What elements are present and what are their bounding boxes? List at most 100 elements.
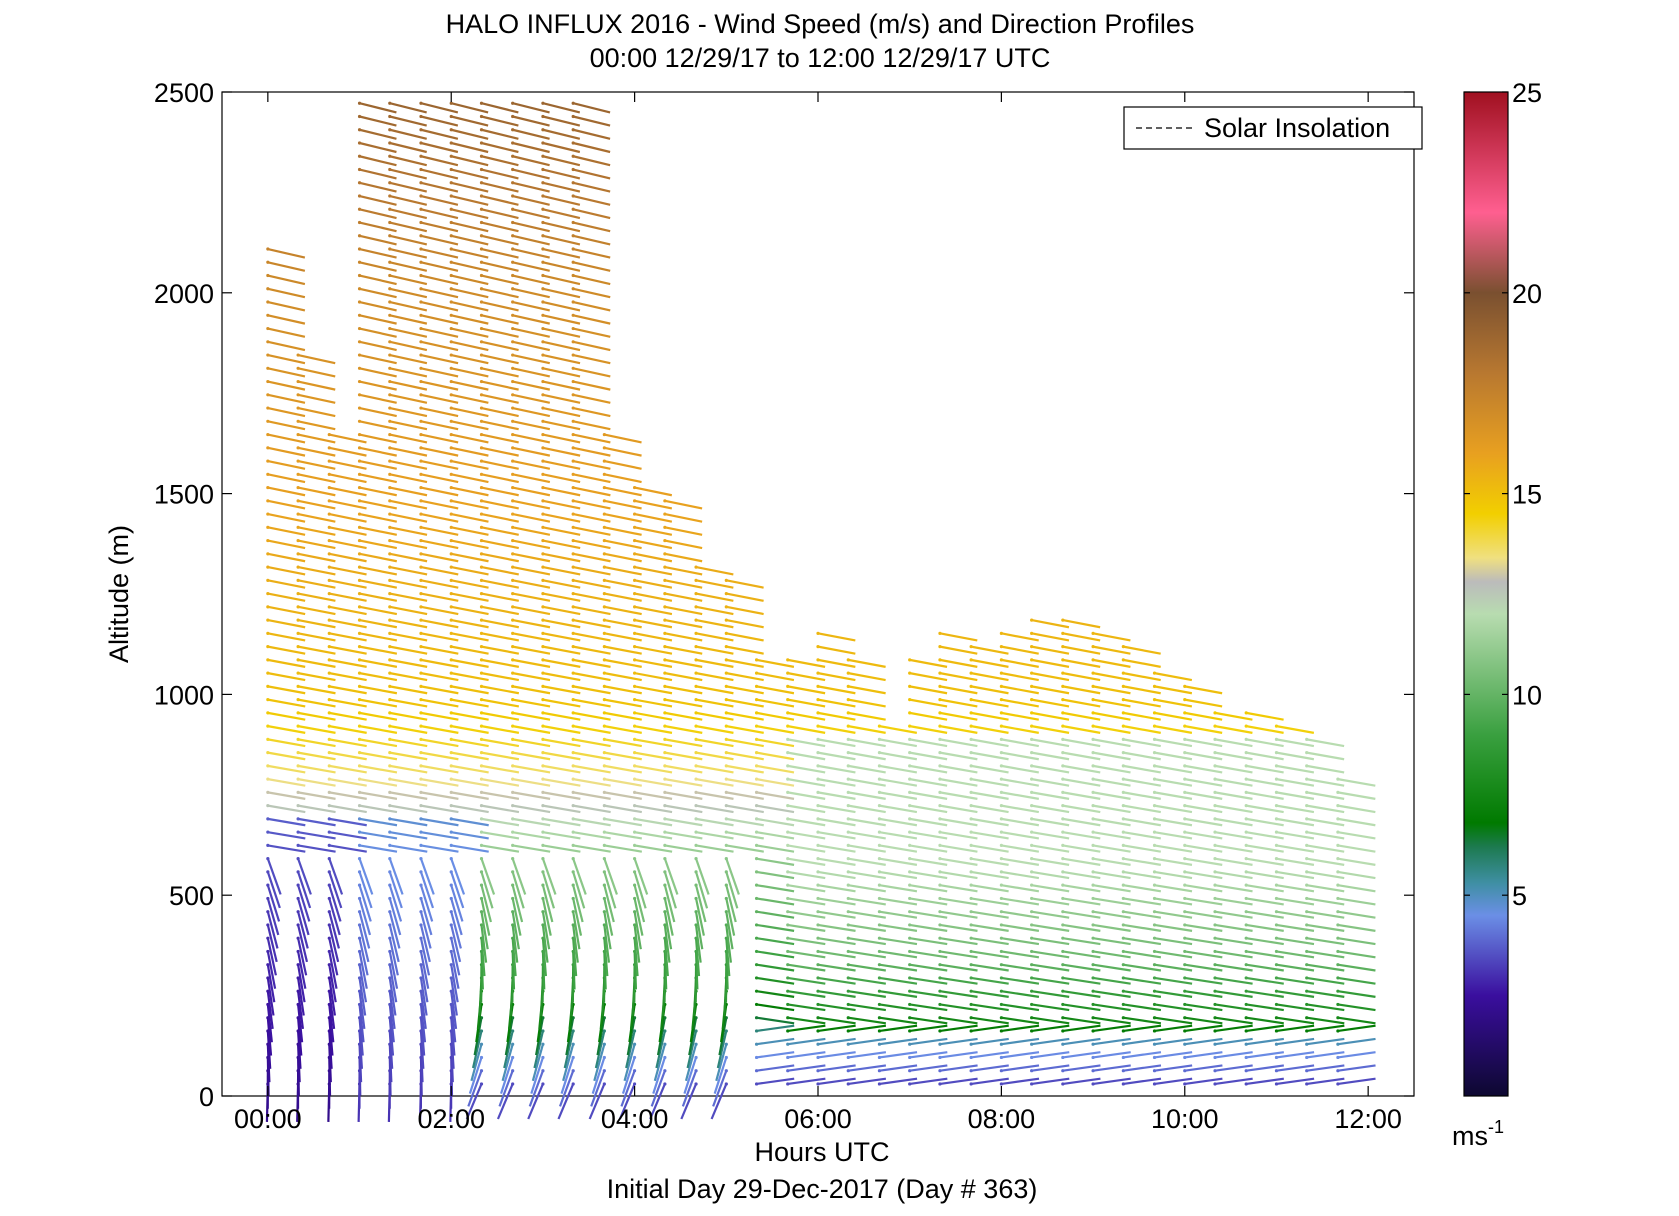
wind-barb xyxy=(604,764,642,774)
wind-barb xyxy=(1062,963,1101,972)
wind-barb xyxy=(481,221,519,233)
wind-barb xyxy=(1123,1037,1162,1046)
wind-barb xyxy=(664,619,703,629)
wind-barb xyxy=(1031,632,1070,642)
wind-barb-dot xyxy=(1091,963,1095,967)
wind-barb xyxy=(694,884,707,923)
wind-barb-dot xyxy=(266,300,270,304)
wind-barb-dot xyxy=(663,737,667,741)
wind-barb xyxy=(1092,990,1131,998)
wind-barb xyxy=(388,951,399,989)
wind-barb-dot xyxy=(541,565,545,569)
wind-barb-dot xyxy=(846,817,850,821)
wind-barb-dot xyxy=(1061,1055,1065,1060)
wind-barb-dot xyxy=(296,883,300,887)
wind-barb xyxy=(266,964,276,1003)
wind-barb xyxy=(1184,844,1223,853)
wind-barb-dot xyxy=(602,538,606,543)
wind-barb xyxy=(358,1030,364,1069)
wind-barb-dot xyxy=(908,1082,912,1086)
wind-barb-dot xyxy=(511,645,515,649)
wind-barb-dot xyxy=(266,698,270,702)
wind-barb-dot xyxy=(969,963,973,967)
wind-barb-dot xyxy=(846,658,850,662)
wind-barb xyxy=(1184,923,1223,932)
wind-barb xyxy=(970,844,1009,853)
wind-barb xyxy=(1092,672,1131,682)
wind-barb-dot xyxy=(633,830,637,834)
wind-barb-dot xyxy=(754,790,759,794)
wind-barb-dot xyxy=(754,1002,759,1007)
wind-barb xyxy=(359,168,397,180)
wind-barb xyxy=(389,128,427,140)
wind-barb xyxy=(512,353,551,365)
wind-barb xyxy=(572,168,611,180)
wind-barb xyxy=(450,898,463,936)
wind-barb-dot xyxy=(479,366,484,370)
wind-barb xyxy=(297,486,336,497)
wind-barb xyxy=(1123,738,1161,748)
wind-barb-dot xyxy=(786,883,790,887)
wind-barb xyxy=(1031,844,1070,853)
wind-barb-dot xyxy=(266,724,270,728)
wind-barb-dot xyxy=(938,737,942,741)
wind-barb xyxy=(1123,645,1161,655)
wind-barb xyxy=(500,1057,514,1094)
wind-barb xyxy=(329,446,367,457)
wind-barb xyxy=(572,778,611,787)
wind-barb-dot xyxy=(1121,1002,1125,1007)
wind-barb xyxy=(359,141,397,154)
wind-barb xyxy=(1306,817,1345,827)
wind-barb xyxy=(909,1016,948,1025)
wind-barb-dot xyxy=(296,698,300,702)
wind-barb xyxy=(909,738,948,748)
wind-barb xyxy=(419,937,431,976)
wind-barb-dot xyxy=(694,658,698,662)
wind-barb-dot xyxy=(571,432,575,437)
wind-barb-dot xyxy=(419,472,423,476)
wind-barb-dot xyxy=(694,777,698,781)
wind-barb xyxy=(1092,963,1131,972)
wind-barb-dot xyxy=(388,565,392,569)
wind-barb xyxy=(267,314,306,325)
wind-barb xyxy=(511,871,525,909)
wind-barb xyxy=(725,938,731,977)
wind-barb-dot xyxy=(511,419,515,423)
wind-barb xyxy=(512,194,550,206)
wind-barb xyxy=(1123,791,1161,800)
wind-barb-dot xyxy=(633,777,637,781)
wind-barb xyxy=(572,287,611,299)
wind-barb-dot xyxy=(541,393,545,397)
wind-barb-dot xyxy=(357,552,362,556)
wind-barb xyxy=(267,645,306,655)
wind-barb-dot xyxy=(541,737,545,741)
wind-barb xyxy=(1337,950,1376,959)
wind-barb-dot xyxy=(786,737,790,741)
wind-barb xyxy=(1154,1051,1193,1059)
wind-barb-dot xyxy=(296,591,300,596)
wind-barb xyxy=(512,844,551,853)
wind-barb xyxy=(756,685,795,695)
wind-barb xyxy=(512,446,551,457)
wind-barb xyxy=(909,976,948,985)
wind-barb xyxy=(1062,976,1101,985)
wind-barb-dot xyxy=(754,817,759,821)
wind-barb-dot xyxy=(571,485,575,490)
wind-barb-dot xyxy=(511,737,515,741)
wind-barb xyxy=(787,658,826,668)
wind-barb-dot xyxy=(1305,1055,1309,1060)
wind-barb xyxy=(664,725,703,734)
wind-barb-dot xyxy=(479,167,484,172)
wind-barb xyxy=(664,831,703,840)
wind-barb xyxy=(695,566,734,576)
wind-barb-dot xyxy=(541,896,545,901)
wind-barb xyxy=(1276,1003,1315,1012)
wind-barb xyxy=(359,619,398,629)
wind-barb xyxy=(725,924,732,963)
wind-barb-dot xyxy=(511,260,515,264)
wind-barb xyxy=(756,698,795,708)
wind-barb-dot xyxy=(724,645,728,649)
wind-barb-dot xyxy=(511,141,515,145)
wind-barb xyxy=(1123,1077,1162,1086)
wind-barb-dot xyxy=(419,870,423,874)
